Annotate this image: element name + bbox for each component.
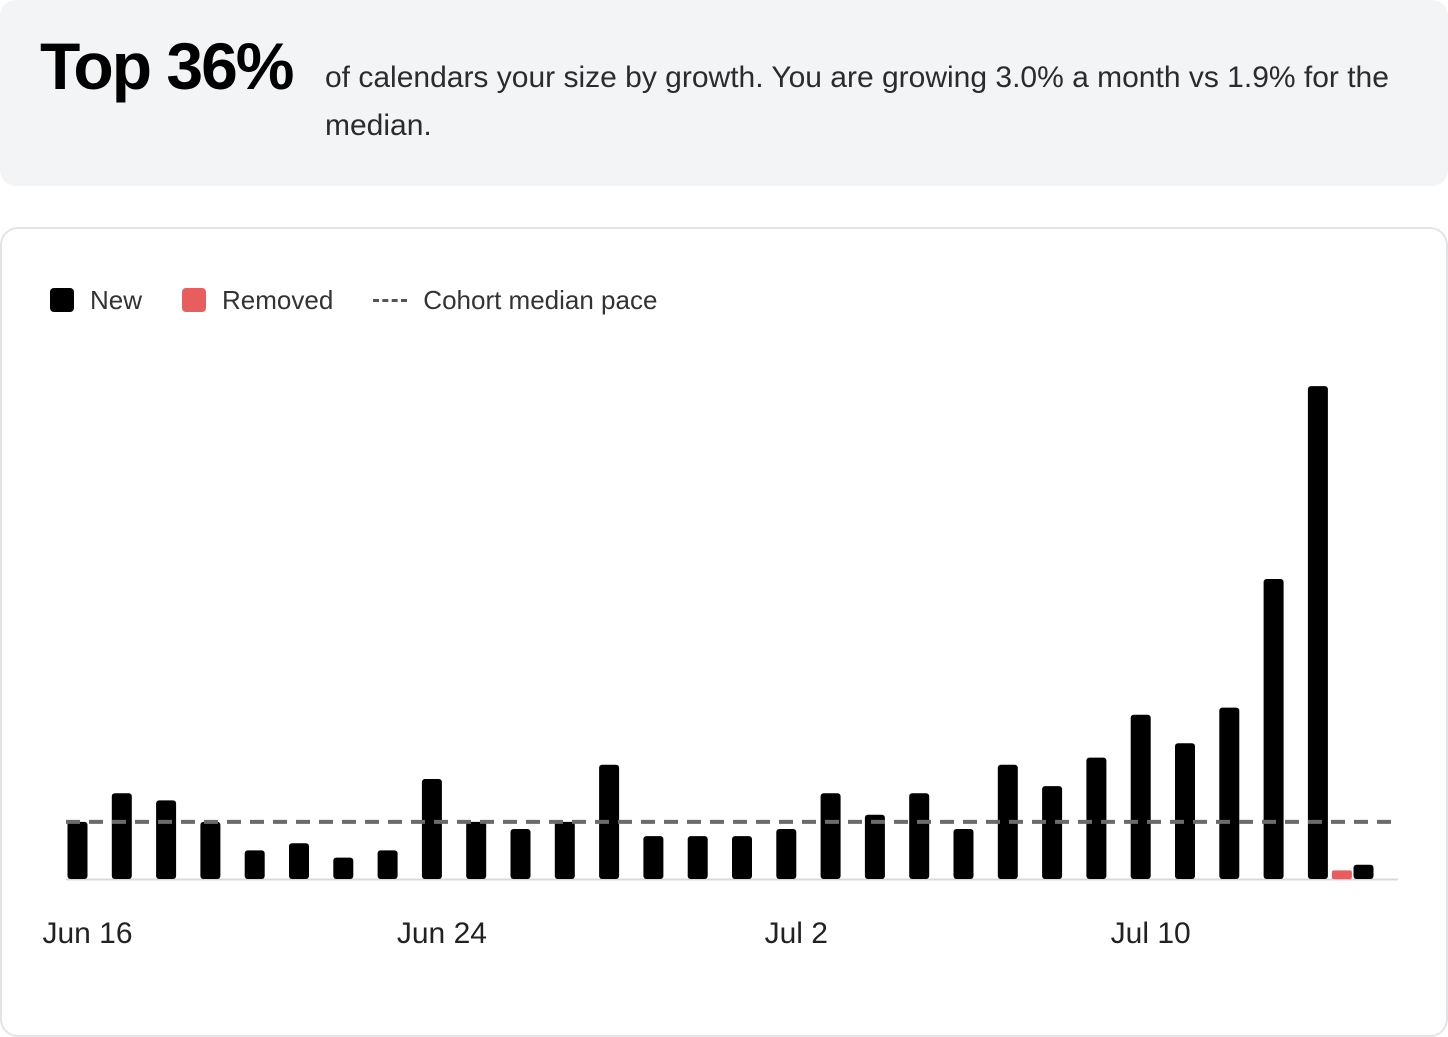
bar-new xyxy=(732,836,752,879)
x-tick-label: Jul 2 xyxy=(765,917,828,950)
bar-new xyxy=(820,793,841,879)
x-tick-label: Jun 16 xyxy=(42,917,132,950)
bar-new xyxy=(67,821,88,879)
growth-percentile-headline: Top 36% xyxy=(40,29,294,103)
legend-label-removed: Removed xyxy=(222,284,334,315)
legend-swatch-median xyxy=(373,298,408,302)
bar-new xyxy=(1307,386,1328,879)
bar-new xyxy=(687,836,708,879)
bar-new xyxy=(1042,786,1063,879)
legend-swatch-removed xyxy=(182,288,207,312)
bar-new xyxy=(1353,864,1374,879)
bar-new xyxy=(466,821,487,879)
legend-item-new: New xyxy=(50,285,142,316)
growth-description: of calendars your size by growth. You ar… xyxy=(325,61,1389,142)
bar-new xyxy=(1263,579,1284,879)
bar-new xyxy=(909,793,930,879)
growth-summary-panel: Top 36% of calendars your size by growth… xyxy=(0,0,1448,186)
bar-new xyxy=(200,821,221,879)
legend-swatch-new xyxy=(50,288,74,312)
bar-new xyxy=(244,850,265,879)
chart-card xyxy=(0,227,1448,1037)
x-tick-label: Jun 24 xyxy=(397,917,487,950)
bar-new xyxy=(1219,707,1240,879)
bar-new xyxy=(1086,757,1107,879)
bar-new xyxy=(1130,714,1151,879)
bar-new xyxy=(333,857,354,879)
bar-removed xyxy=(1331,870,1352,879)
bar-new xyxy=(776,829,797,879)
bar-new xyxy=(289,843,309,879)
legend-label-new: New xyxy=(90,284,143,315)
x-tick-label: Jul 10 xyxy=(1111,917,1191,950)
bar-new xyxy=(111,793,132,879)
bar-new xyxy=(953,829,974,879)
bar-new xyxy=(377,850,398,879)
bar-new xyxy=(156,800,177,879)
bar-new xyxy=(554,821,575,879)
legend-item-removed: Removed xyxy=(182,285,333,316)
bar-new xyxy=(1175,743,1195,879)
chart-legend: New Removed Cohort median pace xyxy=(50,280,697,320)
legend-label-median: Cohort median pace xyxy=(423,284,658,315)
bar-new xyxy=(864,814,885,879)
bar-new xyxy=(997,764,1018,879)
bar-new xyxy=(599,764,620,879)
bar-new xyxy=(643,836,664,879)
legend-item-median: Cohort median pace xyxy=(373,285,657,316)
daily-growth-bar-chart: Jun 16 Jun 24 Jul 2 Jul 10 xyxy=(42,386,1398,950)
bar-new xyxy=(510,829,531,879)
bar-new xyxy=(421,779,442,879)
